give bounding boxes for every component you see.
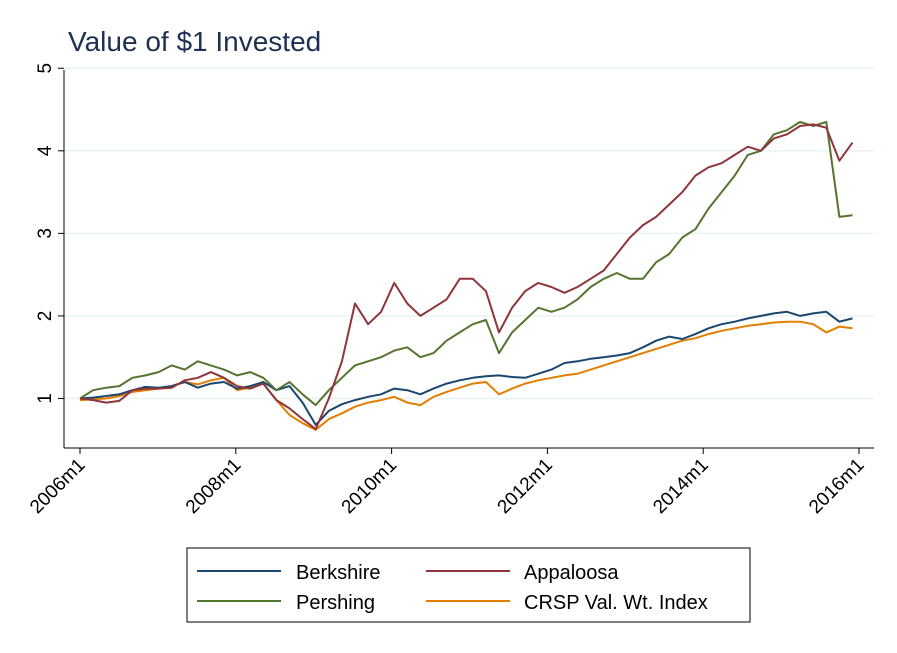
legend-label: Appaloosa xyxy=(524,562,619,584)
legend: Berkshire Appaloosa Pershing CRSP Val. Wt. … xyxy=(186,547,751,623)
legend-label: Berkshire xyxy=(296,562,380,584)
series-line-pershing xyxy=(79,120,853,407)
y-tick-label: 1 xyxy=(35,393,56,404)
grid-lines xyxy=(64,67,874,400)
chart-title: Value of $1 Invested xyxy=(68,26,321,57)
legend-label: CRSP Val. Wt. Index xyxy=(524,592,708,614)
y-tick-label: 3 xyxy=(35,228,56,239)
series-line-berkshire xyxy=(79,310,853,426)
y-tick-label: 2 xyxy=(35,311,56,322)
y-tick-label: 4 xyxy=(35,145,56,156)
legend-label: Pershing xyxy=(296,592,375,614)
series-lines xyxy=(79,120,854,431)
series-line-crsp-val-wt-index xyxy=(79,320,853,431)
series-line-appaloosa xyxy=(79,123,854,430)
legend-box xyxy=(186,547,751,623)
y-tick-label: 5 xyxy=(35,63,56,74)
